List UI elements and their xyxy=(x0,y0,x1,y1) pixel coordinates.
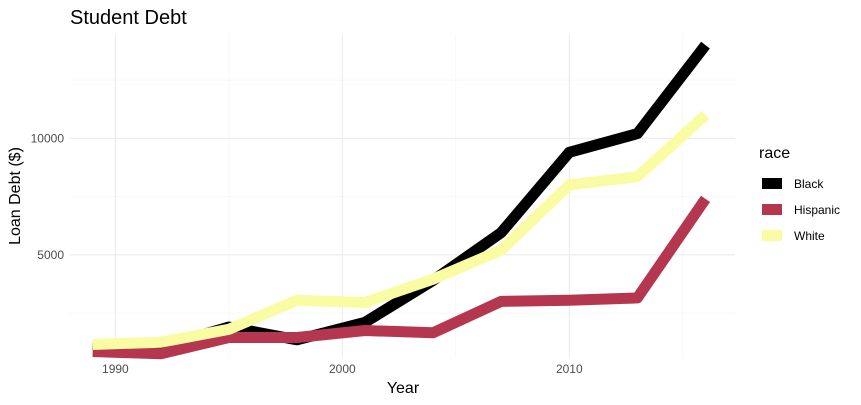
x-tick-label: 1990 xyxy=(102,362,129,376)
series-line-white xyxy=(92,110,710,350)
x-tick-label: 2010 xyxy=(556,362,583,376)
legend-label-black: Black xyxy=(794,177,824,191)
y-axis-ticks: 5000 10000 xyxy=(31,131,65,262)
legend-label-white: White xyxy=(794,229,825,243)
series-lines xyxy=(92,41,711,360)
series-line-hispanic xyxy=(92,195,711,360)
y-tick-label: 10000 xyxy=(31,131,65,145)
chart-title: Student Debt xyxy=(70,7,187,29)
grid xyxy=(70,34,735,358)
x-axis-title: Year xyxy=(387,380,420,397)
legend-swatch-white xyxy=(762,230,782,241)
legend: race Black Hispanic White xyxy=(759,145,840,243)
y-axis-title: Loan Debt ($) xyxy=(7,147,24,245)
legend-title: race xyxy=(759,145,790,162)
x-tick-label: 2000 xyxy=(329,362,356,376)
legend-label-hispanic: Hispanic xyxy=(794,203,840,217)
legend-swatch-black xyxy=(762,178,782,189)
x-axis-ticks: 1990 2000 2010 xyxy=(102,362,583,376)
legend-swatch-hispanic xyxy=(762,204,782,215)
y-tick-label: 5000 xyxy=(37,248,64,262)
